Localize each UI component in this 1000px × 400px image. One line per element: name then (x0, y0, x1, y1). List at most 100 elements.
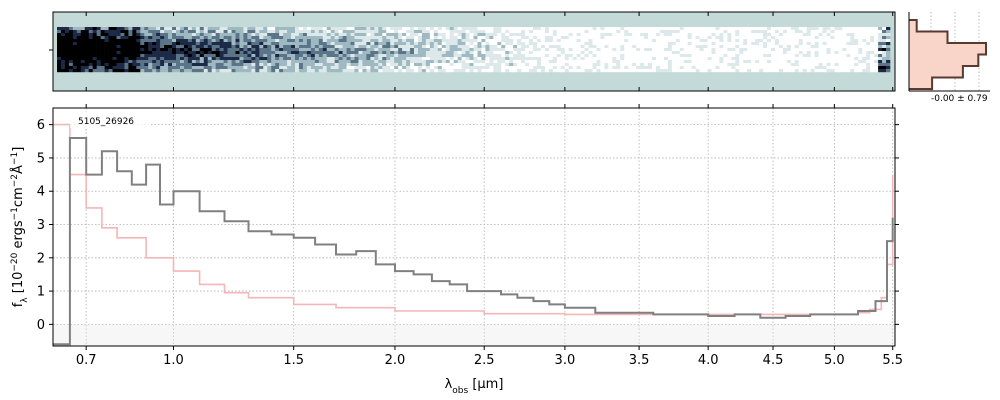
2d-pixel (176, 69, 181, 73)
2d-pixel (719, 60, 724, 64)
2d-pixel (739, 48, 744, 52)
2d-pixel (239, 51, 244, 55)
2d-pixel (755, 30, 760, 34)
2d-pixel (235, 45, 240, 49)
2d-pixel (624, 45, 629, 49)
2d-pixel (517, 33, 522, 37)
2d-pixel (560, 54, 566, 58)
2d-pixel (628, 27, 633, 31)
2d-pixel (295, 36, 300, 40)
2d-pixel (854, 69, 859, 73)
2d-pixel (414, 27, 419, 31)
2d-pixel (878, 57, 883, 61)
2d-pixel (489, 36, 494, 40)
2d-pixel (219, 60, 224, 64)
2d-pixel (112, 42, 117, 46)
2d-pixel (497, 51, 502, 55)
2d-pixel (529, 54, 534, 58)
2d-pixel (255, 45, 260, 49)
2d-pixel (322, 27, 328, 31)
2d-pixel (354, 57, 359, 61)
2d-pixel (727, 51, 732, 55)
2d-pixel (223, 48, 228, 52)
2d-pixel (814, 51, 819, 55)
2d-pixel (747, 51, 752, 55)
2d-pixel (731, 69, 736, 73)
2d-pixel (370, 63, 375, 67)
2d-pixel (295, 42, 300, 46)
2d-pixel (156, 57, 161, 61)
2d-pixel (655, 39, 661, 43)
2d-pixel (421, 27, 427, 31)
2d-pixel (596, 30, 601, 34)
2d-pixel (136, 63, 141, 67)
2d-pixel (536, 57, 542, 61)
2d-pixel (592, 66, 597, 70)
2d-pixel (620, 60, 625, 64)
2d-pixel (544, 66, 550, 70)
2d-pixel (92, 45, 97, 49)
2d-pixel (588, 66, 593, 70)
2d-pixel (679, 54, 685, 58)
2d-pixel (628, 36, 633, 40)
2d-pixel (481, 48, 486, 52)
2d-pixel (608, 63, 613, 67)
2d-pixel (529, 33, 534, 37)
2d-pixel (168, 51, 173, 55)
2d-pixel (675, 60, 681, 64)
2d-pixel (691, 33, 696, 37)
2d-pixel (540, 69, 546, 73)
histogram-bar (909, 77, 933, 89)
2d-pixel (302, 36, 308, 40)
2d-pixel (164, 66, 169, 70)
2d-pixel (366, 66, 371, 70)
2d-pixel (612, 42, 617, 46)
2d-pixel (271, 51, 276, 55)
2d-pixel (239, 69, 244, 73)
2d-pixel (612, 66, 617, 70)
2d-pixel (88, 33, 93, 37)
2d-pixel (183, 57, 189, 61)
2d-pixel (421, 48, 427, 52)
2d-pixel (576, 27, 581, 31)
2d-pixel (235, 27, 240, 31)
2d-pixel (592, 63, 597, 67)
2d-pixel (326, 39, 331, 43)
2d-pixel (632, 57, 637, 61)
2d-pixel (394, 45, 399, 49)
2d-pixel (128, 66, 133, 70)
2d-pixel (882, 36, 887, 40)
2d-pixel (521, 60, 526, 64)
2d-pixel (854, 30, 859, 34)
2d-pixel (390, 30, 395, 34)
2d-pixel (398, 42, 403, 46)
2d-pixel (608, 69, 613, 73)
2d-pixel (830, 39, 835, 43)
2d-pixel (148, 39, 153, 43)
2d-pixel (659, 36, 665, 40)
2d-pixel (366, 63, 371, 67)
2d-pixel (354, 27, 359, 31)
2d-pixel (584, 69, 589, 73)
2d-pixel (398, 51, 403, 55)
2d-pixel (786, 36, 792, 40)
2d-pixel (124, 51, 129, 55)
2d-pixel (580, 63, 585, 67)
2d-pixel (687, 54, 692, 58)
2d-pixel (858, 42, 863, 46)
2d-pixel (148, 57, 153, 61)
2d-pixel (862, 54, 867, 58)
2d-pixel (798, 39, 804, 43)
2d-pixel (782, 51, 788, 55)
2d-pixel (100, 36, 105, 40)
2d-pixel (854, 48, 859, 52)
2d-pixel (874, 27, 879, 31)
2d-pixel (386, 51, 391, 55)
2d-pixel (445, 54, 450, 58)
2d-pixel (536, 33, 542, 37)
2d-pixel (588, 42, 593, 46)
2d-pixel (298, 48, 304, 52)
2d-pixel (441, 69, 447, 73)
2d-pixel (874, 48, 879, 52)
2d-pixel (465, 69, 470, 73)
